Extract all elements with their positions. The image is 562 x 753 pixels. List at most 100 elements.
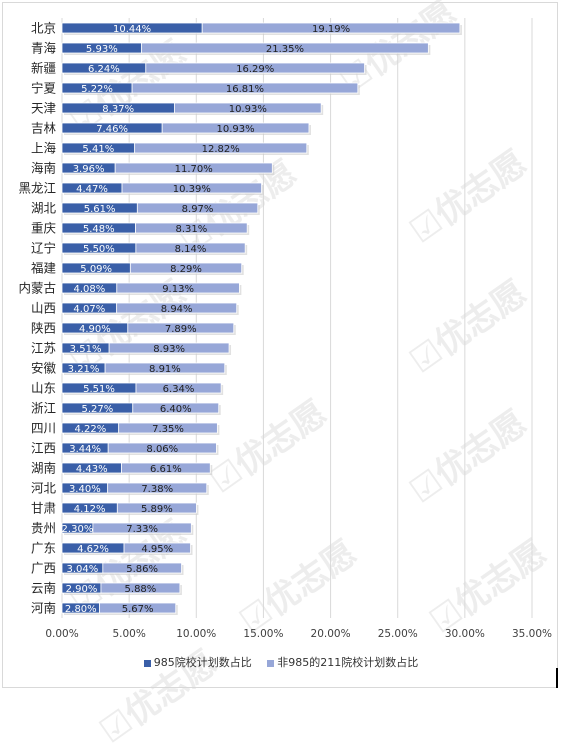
legend-swatch-985 — [143, 659, 151, 667]
data-label-211: 7.89% — [165, 324, 197, 335]
category-label: 内蒙古 — [18, 281, 56, 296]
x-tick-label: 30.00% — [445, 628, 485, 640]
data-label-985: 3.04% — [67, 564, 99, 575]
category-label: 青海 — [31, 41, 57, 56]
category-label: 吉林 — [31, 121, 57, 136]
data-label-211: 10.93% — [216, 124, 254, 135]
bar-211 — [201, 22, 461, 34]
category-label: 江苏 — [31, 341, 56, 356]
bar-211 — [127, 322, 235, 334]
category-label: 陕西 — [31, 321, 56, 336]
data-label-985: 4.08% — [74, 284, 106, 295]
data-label-985: 6.24% — [88, 64, 120, 75]
data-label-985: 7.46% — [96, 124, 128, 135]
data-label-985: 4.62% — [77, 544, 109, 555]
data-label-985: 5.22% — [81, 84, 113, 95]
bar-211 — [132, 402, 220, 414]
data-label-211: 6.40% — [160, 404, 192, 415]
bar-211 — [145, 62, 365, 74]
x-tick-label: 25.00% — [378, 628, 418, 640]
data-label-985: 3.96% — [73, 164, 105, 175]
x-tick-label: 10.00% — [176, 628, 216, 640]
bar-211 — [92, 522, 192, 534]
data-label-985: 4.47% — [76, 184, 108, 195]
bar-211 — [118, 422, 218, 434]
data-label-985: 4.12% — [74, 504, 106, 515]
category-label: 天津 — [31, 101, 56, 116]
bar-211 — [121, 182, 262, 194]
category-label: 江西 — [31, 441, 56, 456]
legend-item-211: 非985的211院校计划数占比 — [267, 654, 418, 670]
data-label-985: 4.22% — [74, 424, 106, 435]
data-label-211: 5.88% — [125, 584, 157, 595]
legend-label-211: 非985的211院校计划数占比 — [277, 656, 419, 669]
bar-211 — [141, 42, 429, 54]
data-label-985: 2.30% — [62, 524, 94, 535]
category-label: 河北 — [31, 481, 57, 496]
category-label: 四川 — [31, 421, 56, 436]
category-label: 福建 — [31, 261, 57, 276]
bar-211 — [135, 242, 246, 254]
data-label-985: 5.27% — [81, 404, 113, 415]
category-label: 北京 — [31, 21, 56, 36]
data-label-211: 8.06% — [146, 444, 178, 455]
category-label: 湖北 — [31, 201, 57, 216]
bar-211 — [99, 602, 177, 614]
bar-211 — [135, 222, 248, 234]
bar-211 — [116, 282, 240, 294]
bar-211 — [135, 382, 222, 394]
legend-swatch-211 — [267, 659, 275, 667]
data-label-985: 2.80% — [65, 604, 97, 615]
data-label-211: 10.39% — [173, 184, 211, 195]
bar-211 — [104, 362, 226, 374]
category-label: 辽宁 — [31, 241, 56, 256]
category-label: 新疆 — [31, 61, 56, 76]
data-label-211: 5.86% — [126, 564, 158, 575]
data-label-985: 10.44% — [113, 24, 151, 35]
bar-211 — [129, 262, 243, 274]
category-label: 广东 — [31, 541, 56, 556]
category-label: 宁夏 — [31, 81, 57, 96]
data-label-211: 8.97% — [182, 204, 214, 215]
category-label: 甘肃 — [31, 501, 56, 516]
data-label-211: 6.34% — [163, 384, 195, 395]
data-label-985: 5.41% — [82, 144, 114, 155]
data-label-985: 8.37% — [102, 104, 134, 115]
data-label-985: 3.40% — [69, 484, 101, 495]
data-label-985: 2.90% — [66, 584, 98, 595]
bar-211 — [116, 302, 238, 314]
x-tick-label: 5.00% — [112, 628, 145, 640]
category-label: 云南 — [31, 581, 56, 596]
data-label-211: 9.13% — [162, 284, 194, 295]
bar-211 — [114, 162, 273, 174]
legend-item-985: 985院校计划数占比 — [143, 654, 252, 670]
category-label: 黑龙江 — [18, 181, 56, 196]
bar-211 — [161, 122, 310, 134]
data-label-211: 19.19% — [312, 24, 350, 35]
category-label: 海南 — [31, 161, 56, 176]
stacked-bar-chart: 0.00% 5.00% 10.00% 15.00% 20.00% 25.00% 30.00%… — [18, 18, 552, 640]
corner-mark — [556, 668, 558, 688]
data-label-985: 5.93% — [86, 44, 118, 55]
bar-211 — [131, 82, 359, 94]
bar-211 — [134, 142, 308, 154]
x-tick-label: 20.00% — [311, 628, 351, 640]
data-label-985: 4.43% — [76, 464, 108, 475]
bar-211 — [107, 442, 217, 454]
category-label: 安徽 — [31, 361, 57, 376]
x-tick-label: 15.00% — [243, 628, 283, 640]
data-label-211: 8.14% — [175, 244, 207, 255]
data-label-211: 11.70% — [175, 164, 213, 175]
category-label: 重庆 — [31, 221, 57, 236]
bar-211 — [100, 582, 181, 594]
category-label: 浙江 — [31, 401, 56, 416]
data-label-211: 8.91% — [149, 364, 181, 375]
data-label-211: 12.82% — [202, 144, 240, 155]
data-label-985: 3.51% — [70, 344, 102, 355]
data-label-985: 5.51% — [83, 384, 115, 395]
data-label-211: 16.81% — [226, 84, 264, 95]
category-label: 广西 — [31, 561, 56, 576]
data-label-985: 3.21% — [68, 364, 100, 375]
data-label-211: 5.67% — [122, 604, 154, 615]
x-tick-label: 35.00% — [512, 628, 552, 640]
